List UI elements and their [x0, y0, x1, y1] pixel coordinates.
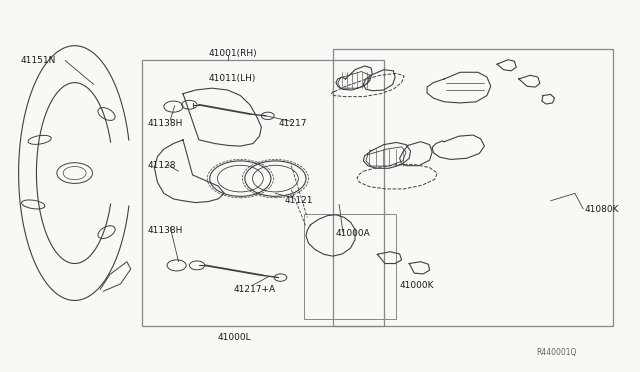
Text: 41011(LH): 41011(LH): [209, 74, 256, 83]
Text: 41151N: 41151N: [20, 56, 56, 65]
Text: 41000A: 41000A: [336, 230, 371, 238]
Text: 41080K: 41080K: [584, 205, 619, 215]
Text: 41001(RH): 41001(RH): [209, 49, 257, 58]
Text: 41121: 41121: [285, 196, 314, 205]
Text: 41000K: 41000K: [399, 281, 434, 290]
Text: 41138H: 41138H: [148, 226, 183, 235]
Text: 41217+A: 41217+A: [234, 285, 276, 294]
Text: 41128: 41128: [148, 161, 177, 170]
Text: R440001Q: R440001Q: [537, 348, 577, 357]
Text: 41138H: 41138H: [148, 119, 183, 128]
Text: 41217: 41217: [278, 119, 307, 128]
Text: 41000L: 41000L: [218, 333, 252, 342]
